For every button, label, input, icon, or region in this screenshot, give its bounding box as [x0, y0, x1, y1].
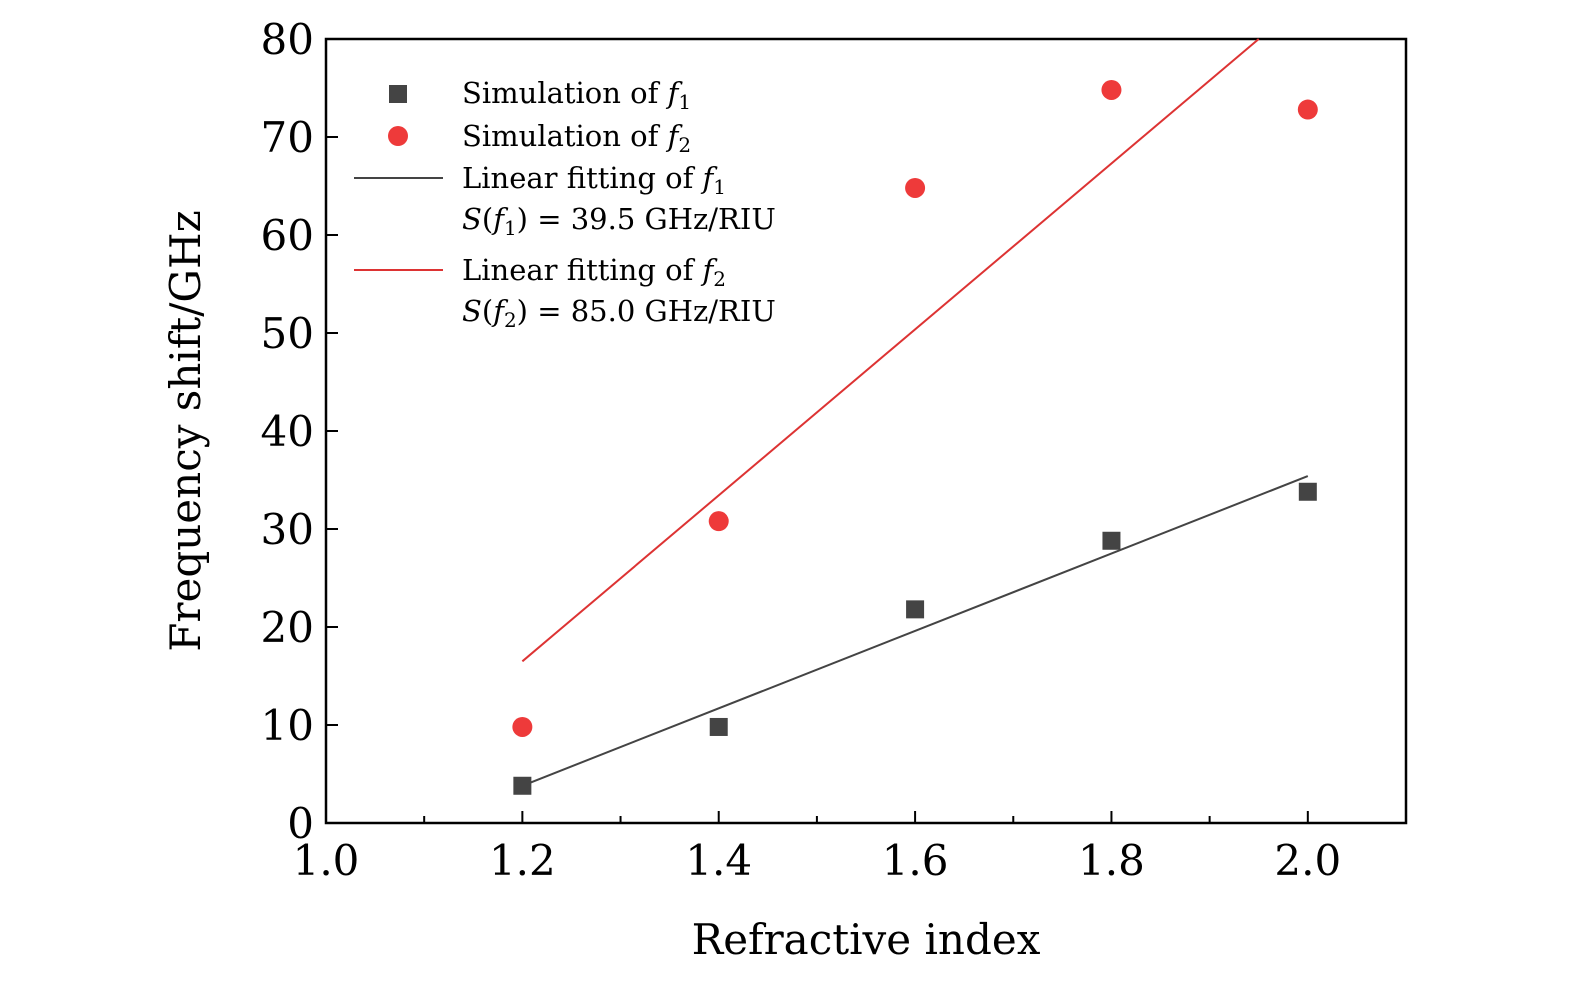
x-tick-label: 2.0 — [1274, 836, 1341, 885]
legend-prefix: Simulation of — [462, 119, 668, 153]
y-tick-label: 10 — [261, 701, 314, 750]
sensitivity-paren-open: ( — [482, 202, 493, 236]
plot-area: 1.0 1.2 1.4 1.6 1.8 2.0 0 10 20 30 40 50 60 70 80 — [261, 15, 1408, 885]
legend-label-fit-f1: Linear fitting of f1 — [462, 161, 726, 199]
legend-prefix: Linear fitting of — [462, 253, 703, 287]
y-tick-label: 30 — [261, 505, 314, 554]
data-point-f1 — [906, 600, 925, 619]
x-tick-label: 1.4 — [685, 836, 752, 885]
sensitivity-sub: 2 — [504, 308, 517, 332]
fit-line-f2 — [521, 38, 1260, 663]
legend-sub: 2 — [678, 133, 691, 157]
y-axis-title: Frequency shift/GHz — [161, 210, 210, 651]
legend-prefix: Simulation of — [462, 76, 668, 110]
sensitivity-sub: 1 — [504, 216, 517, 240]
x-tick-label: 1.6 — [882, 836, 949, 885]
sensitivity-value: = 39.5 GHz/RIU — [537, 202, 776, 236]
sensitivity-paren-close: ) — [517, 294, 538, 328]
sensitivity-paren-close: ) — [517, 202, 538, 236]
fit-lines — [521, 38, 1309, 787]
legend-label-fit-f2: Linear fitting of f2 — [462, 253, 726, 291]
plot-frame — [324, 37, 1408, 825]
data-point-f1 — [513, 776, 532, 795]
legend: Simulation of f1 Simulation of f2 Linear… — [354, 76, 776, 332]
sensitivity-symbol: S — [462, 294, 482, 328]
fit-line-f1 — [521, 475, 1309, 787]
data-point-f2 — [708, 511, 729, 532]
data-point-f2 — [1101, 79, 1122, 100]
y-tick-label: 40 — [261, 407, 314, 456]
legend-marker-f1 — [389, 85, 407, 103]
legend-prefix: Linear fitting of — [462, 161, 703, 195]
y-tick-label: 70 — [261, 113, 314, 162]
data-point-f1 — [1298, 482, 1317, 501]
legend-sub: 1 — [678, 90, 691, 114]
legend-sub: 1 — [713, 175, 726, 199]
y-tick-label: 50 — [261, 309, 314, 358]
x-tick-label: 1.8 — [1078, 836, 1145, 885]
x-tick-label: 1.0 — [293, 836, 360, 885]
data-point-f2 — [1297, 99, 1318, 120]
legend-sub: 2 — [713, 267, 726, 291]
sensitivity-value: = 85.0 GHz/RIU — [537, 294, 776, 328]
y-tick-label: 60 — [261, 211, 314, 260]
data-markers — [512, 79, 1318, 795]
sensitivity-paren-open: ( — [482, 294, 493, 328]
x-axis-ticks: 1.0 1.2 1.4 1.6 1.8 2.0 — [293, 811, 1341, 885]
legend-sensitivity-f1: S(f1) = 39.5 GHz/RIU — [462, 202, 776, 240]
legend-marker-f2 — [388, 126, 408, 146]
data-point-f1 — [709, 717, 728, 736]
data-point-f1 — [1102, 531, 1121, 550]
data-point-f2 — [512, 716, 533, 737]
x-tick-label: 1.2 — [489, 836, 556, 885]
y-axis-ticks: 0 10 20 30 40 50 60 70 80 — [261, 15, 338, 848]
legend-label-f2: Simulation of f2 — [462, 119, 691, 157]
sensitivity-symbol: S — [462, 202, 482, 236]
y-tick-label: 80 — [261, 15, 314, 64]
x-axis-title: Refractive index — [692, 915, 1041, 964]
y-tick-label: 0 — [287, 799, 314, 848]
data-point-f2 — [905, 177, 926, 198]
y-tick-label: 20 — [261, 603, 314, 652]
legend-label-f1: Simulation of f1 — [462, 76, 691, 114]
legend-sensitivity-f2: S(f2) = 85.0 GHz/RIU — [462, 294, 776, 332]
